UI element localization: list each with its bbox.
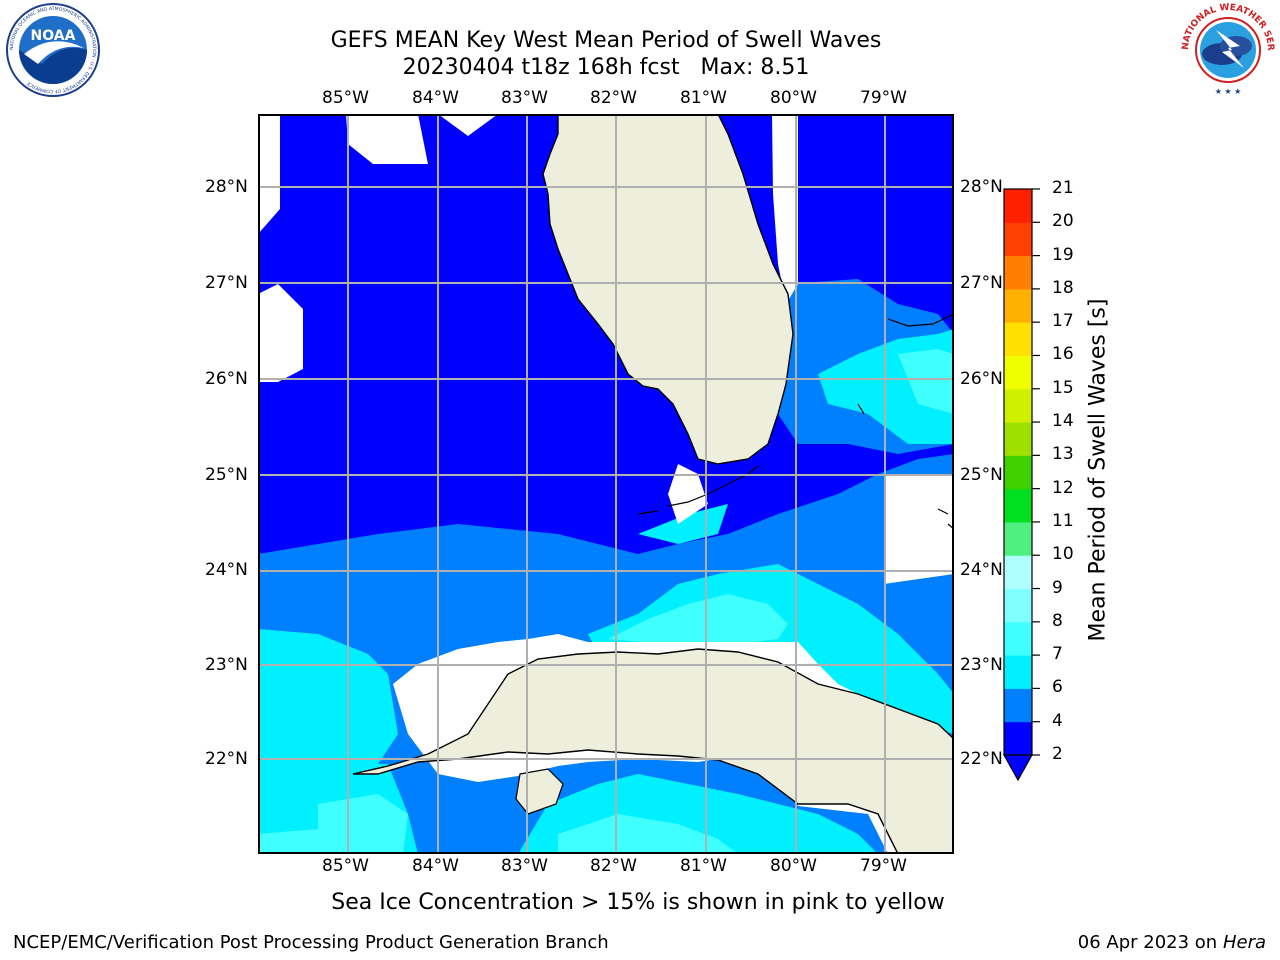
colorbar bbox=[1002, 188, 1040, 782]
lat-label-left: 28°N bbox=[205, 177, 248, 197]
noaa-logo-text: NOAA bbox=[31, 28, 76, 44]
lon-label-bottom: 81°W bbox=[680, 856, 727, 876]
colorbar-cell bbox=[1004, 355, 1032, 390]
colorbar-cell bbox=[1004, 288, 1032, 323]
colorbar-tick-label: 16 bbox=[1052, 344, 1074, 365]
map-title-line1: GEFS MEAN Key West Mean Period of Swell … bbox=[330, 28, 882, 53]
lon-label-bottom: 84°W bbox=[412, 856, 459, 876]
colorbar-label: Mean Period of Swell Waves [s] bbox=[1085, 298, 1111, 642]
sea-ice-note: Sea Ice Concentration > 15% is shown in … bbox=[331, 890, 945, 915]
colorbar-tick-label: 10 bbox=[1052, 544, 1074, 565]
date-text: 06 Apr 2023 on Hera bbox=[1078, 932, 1266, 953]
lat-label-left: 26°N bbox=[205, 369, 248, 389]
colorbar-cell bbox=[1004, 422, 1032, 456]
colorbar-tick-label: 17 bbox=[1052, 311, 1074, 332]
lon-label-bottom: 85°W bbox=[322, 856, 369, 876]
colorbar-tick-label: 19 bbox=[1052, 244, 1074, 265]
colorbar-tick-label: 2 bbox=[1052, 744, 1063, 764]
lon-label-top: 82°W bbox=[590, 88, 637, 108]
bahamas-coast bbox=[857, 313, 954, 530]
lat-label-left: 23°N bbox=[205, 655, 248, 675]
lon-label-top: 83°W bbox=[501, 88, 548, 108]
date-value: 06 Apr 2023 on bbox=[1077, 932, 1218, 953]
colorbar-tick-label: 4 bbox=[1052, 710, 1063, 731]
colorbar-cell bbox=[1004, 255, 1032, 290]
colorbar-tick-label: 7 bbox=[1052, 644, 1063, 665]
map-title-line2: 20230404 t18z 168h fcst Max: 8.51 bbox=[402, 55, 810, 80]
lon-label-bottom: 82°W bbox=[590, 856, 637, 876]
lat-label-right: 27°N bbox=[960, 273, 1003, 293]
colorbar-cell bbox=[1004, 189, 1032, 223]
lat-label-left: 22°N bbox=[205, 749, 248, 769]
swell-period-map[interactable] bbox=[258, 114, 954, 854]
colorbar-cell bbox=[1004, 721, 1032, 756]
lat-label-right: 25°N bbox=[960, 465, 1003, 485]
florida-keys bbox=[637, 465, 759, 515]
lat-label-left: 27°N bbox=[205, 273, 248, 293]
lat-label-right: 24°N bbox=[960, 560, 1003, 580]
colorbar-cell bbox=[1004, 588, 1032, 623]
colorbar-cell bbox=[1004, 388, 1032, 423]
colorbar-cell bbox=[1004, 488, 1032, 523]
colorbar-tick-label: 11 bbox=[1052, 510, 1074, 531]
colorbar-cell bbox=[1004, 621, 1032, 656]
graticule bbox=[258, 114, 954, 854]
florida-land bbox=[542, 114, 794, 465]
lat-label-left: 25°N bbox=[205, 465, 248, 485]
colorbar-tick-label: 21 bbox=[1052, 178, 1074, 198]
lat-label-right: 23°N bbox=[960, 655, 1003, 675]
colorbar-tick-label: 6 bbox=[1052, 677, 1063, 698]
colorbar-cell bbox=[1004, 222, 1032, 257]
map-frame bbox=[258, 114, 954, 854]
svg-text:★ ★ ★: ★ ★ ★ bbox=[1215, 87, 1242, 96]
lon-label-top: 85°W bbox=[322, 88, 369, 108]
noaa-logo: NOAA NATIONAL OCEANIC AND ATMOSPHERIC AD… bbox=[6, 3, 100, 97]
lat-label-left: 24°N bbox=[205, 560, 248, 580]
colorbar-extend-arrow bbox=[1002, 754, 1034, 782]
cuba-land bbox=[352, 648, 954, 854]
colorbar-tick-label: 9 bbox=[1052, 577, 1063, 598]
lon-label-top: 84°W bbox=[412, 88, 459, 108]
lat-label-right: 26°N bbox=[960, 369, 1003, 389]
colorbar-cell bbox=[1004, 322, 1032, 356]
lon-label-top: 81°W bbox=[680, 88, 727, 108]
colorbar-cell bbox=[1004, 555, 1032, 590]
colorbar-cell bbox=[1004, 455, 1032, 490]
lon-label-top: 80°W bbox=[770, 88, 817, 108]
nws-logo: NATIONAL WEATHER SERVICE ★ ★ ★ bbox=[1178, 2, 1275, 96]
swell-band-7-8s bbox=[258, 349, 954, 854]
lat-label-right: 22°N bbox=[960, 749, 1003, 769]
lon-label-bottom: 79°W bbox=[860, 856, 907, 876]
credit-text: NCEP/EMC/Verification Post Processing Pr… bbox=[13, 932, 609, 953]
colorbar-frame bbox=[1003, 188, 1033, 756]
colorbar-cell bbox=[1004, 688, 1032, 723]
machine-name: Hera bbox=[1222, 932, 1266, 953]
colorbar-tick-label: 8 bbox=[1052, 610, 1063, 631]
colorbar-cell bbox=[1004, 521, 1032, 556]
colorbar-tick-label: 12 bbox=[1052, 477, 1074, 498]
lat-label-right: 28°N bbox=[960, 177, 1003, 197]
colorbar-tick-label: 18 bbox=[1052, 277, 1074, 298]
colorbar-cell bbox=[1004, 655, 1032, 689]
colorbar-tick-label: 14 bbox=[1052, 411, 1074, 432]
lon-label-bottom: 80°W bbox=[770, 856, 817, 876]
colorbar-tick-label: 13 bbox=[1052, 444, 1074, 465]
lon-label-bottom: 83°W bbox=[501, 856, 548, 876]
colorbar-tick-label: 15 bbox=[1052, 377, 1074, 398]
lon-label-top: 79°W bbox=[860, 88, 907, 108]
colorbar-tick-label: 20 bbox=[1052, 211, 1074, 232]
